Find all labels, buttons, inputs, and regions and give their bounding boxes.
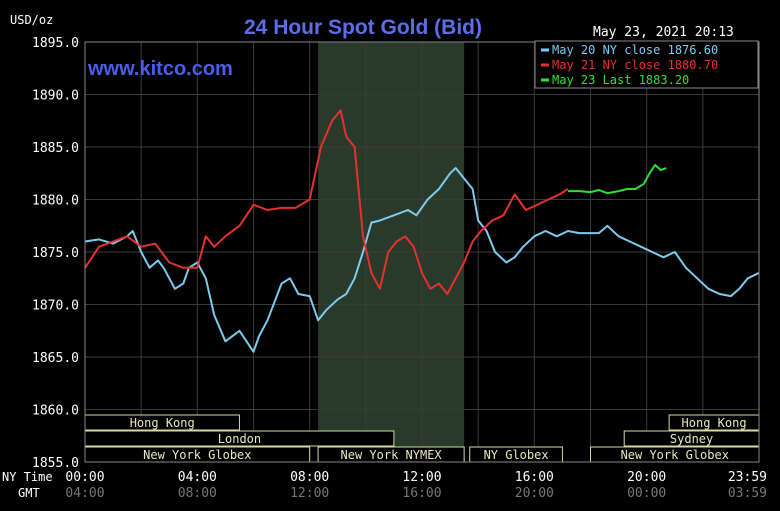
session-label: London bbox=[218, 432, 261, 446]
session-label: NY Globex bbox=[484, 448, 549, 462]
x-tick-label-ny: 16:00 bbox=[515, 470, 554, 485]
timestamp: May 23, 2021 20:13 bbox=[593, 25, 734, 40]
y-tick-label: 1855.0 bbox=[32, 456, 79, 471]
plot-frame bbox=[84, 41, 760, 463]
x-tick-label-gmt: 12:00 bbox=[290, 486, 329, 501]
session-bar: NY Globex bbox=[469, 446, 563, 463]
x-tick-label-gmt: 04:00 bbox=[65, 486, 104, 501]
x-tick-label-ny: 20:00 bbox=[627, 470, 666, 485]
session-label: Sydney bbox=[670, 432, 713, 446]
session-label: Hong Kong bbox=[130, 416, 195, 430]
series-lines bbox=[84, 109, 760, 353]
session-bar: New York Globex bbox=[84, 446, 311, 463]
x-tick-label-ny: 23:59 bbox=[728, 470, 767, 485]
legend-entry: May 23 Last 1883.20 bbox=[552, 73, 689, 87]
y-tick-label: 1870.0 bbox=[32, 299, 79, 314]
gmt-label: GMT bbox=[18, 486, 40, 500]
session-bar: Hong Kong bbox=[668, 414, 760, 431]
x-axis-labels: 00:00 04:00 08:00 12:00 16:00 20:00 23:5904:00… bbox=[65, 470, 767, 501]
session-label: New York NYMEX bbox=[341, 448, 443, 462]
y-tick-label: 1880.0 bbox=[32, 194, 79, 209]
legend-entry: May 20 NY close 1876.60 bbox=[552, 43, 718, 57]
session-label: Hong Kong bbox=[682, 416, 747, 430]
x-tick-label-gmt: 03:59 bbox=[728, 486, 767, 501]
x-tick-label-ny: 00:00 bbox=[65, 470, 104, 485]
y-axis-labels: 1895.0 1890.0 1885.0 1880.0 1875.0 1870.0 1865… bbox=[32, 36, 79, 471]
chart-title: 24 Hour Spot Gold (Bid) bbox=[244, 16, 482, 39]
legend-entry: May 21 NY close 1880.70 bbox=[552, 58, 718, 72]
series-line-may-23 bbox=[568, 163, 667, 195]
ny-time-label: NY Time bbox=[2, 470, 53, 484]
y-axis-unit: USD/oz bbox=[10, 13, 53, 27]
watermark: www.kitco.com bbox=[87, 58, 233, 80]
x-tick-label-ny: 04:00 bbox=[178, 470, 217, 485]
x-tick-label-gmt: 16:00 bbox=[402, 486, 441, 501]
series-line-may-20 bbox=[84, 167, 760, 353]
session-bar: London bbox=[84, 430, 395, 447]
session-bar: Sydney bbox=[623, 430, 760, 447]
y-tick-label: 1885.0 bbox=[32, 141, 79, 156]
y-tick-label: 1865.0 bbox=[32, 351, 79, 366]
session-bar: New York NYMEX bbox=[317, 446, 465, 463]
session-bar: Hong Kong bbox=[84, 414, 240, 431]
x-tick-label-ny: 12:00 bbox=[402, 470, 441, 485]
trading-sessions: Hong Kong London New York Globex New York N… bbox=[84, 414, 760, 463]
y-tick-label: 1860.0 bbox=[32, 404, 79, 419]
y-tick-label: 1890.0 bbox=[32, 89, 79, 104]
x-tick-label-gmt: 20:00 bbox=[515, 486, 554, 501]
y-tick-label: 1895.0 bbox=[32, 36, 79, 51]
x-tick-label-ny: 08:00 bbox=[290, 470, 329, 485]
grid bbox=[84, 41, 760, 463]
session-label: New York Globex bbox=[143, 448, 251, 462]
session-label: New York Globex bbox=[621, 448, 729, 462]
y-tick-label: 1875.0 bbox=[32, 246, 79, 261]
legend-box bbox=[534, 40, 759, 89]
series-line-may-21 bbox=[84, 109, 569, 295]
x-tick-label-gmt: 08:00 bbox=[178, 486, 217, 501]
x-tick-label-gmt: 00:00 bbox=[627, 486, 666, 501]
session-bar: New York Globex bbox=[590, 446, 760, 463]
